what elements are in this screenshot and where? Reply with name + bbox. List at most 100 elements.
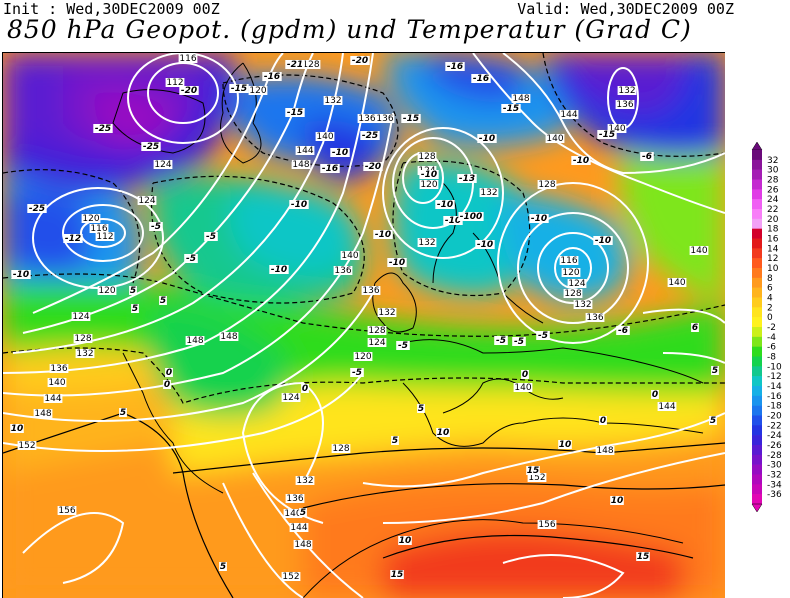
geopotential-label-bg xyxy=(377,308,397,317)
temperature-label: -10 xyxy=(421,170,437,180)
geopotential-label-bg xyxy=(417,238,437,247)
temperature-label: -25 xyxy=(95,124,111,134)
temperature-label-bg xyxy=(165,368,173,377)
legend-swatch xyxy=(752,405,762,416)
geopotential-label: 140 xyxy=(316,132,333,142)
geopotential-label-bg xyxy=(289,523,309,532)
legend-label: 16 xyxy=(767,235,779,245)
geopotential-label: 128 xyxy=(368,326,385,336)
temperature-label-bg xyxy=(536,331,550,340)
geopotential-label: 144 xyxy=(296,146,313,156)
temperature-label: 5 xyxy=(418,404,424,414)
temperature-label: 0 xyxy=(164,380,170,390)
legend-label: -6 xyxy=(767,343,776,353)
temperature-label-bg xyxy=(597,130,617,139)
geopotential-label-bg xyxy=(49,364,69,373)
temperature-label-bg xyxy=(651,390,659,399)
geopotential-label-bg xyxy=(185,336,205,345)
temperature-label-bg xyxy=(390,570,404,579)
temperature-label: -6 xyxy=(618,326,628,336)
legend-swatch xyxy=(752,366,762,377)
geopotential-label: 152 xyxy=(282,572,299,582)
geopotential-label: 128 xyxy=(418,152,435,162)
temperature-legend: 32 30 28 26 24 22 20 18 16 14 12 10 8 6 4 2 0 -2 -4 -6 -8 -10… xyxy=(751,141,790,513)
geopotential-label: 120 xyxy=(562,268,579,278)
geopotential-label-bg xyxy=(323,96,343,105)
geopotential-label: 136 xyxy=(334,266,351,276)
temperature-label-bg xyxy=(119,408,127,417)
geopotential-label-bg xyxy=(137,196,157,205)
geopotential-label-bg xyxy=(353,352,373,361)
temperature-label: -10 xyxy=(332,148,348,158)
geopotential-label: 140 xyxy=(690,246,707,256)
legend-label: 4 xyxy=(767,294,773,304)
geopotential-label: 140 xyxy=(608,124,625,134)
legend-label: -18 xyxy=(767,402,782,412)
geopotential-label-bg xyxy=(357,114,377,123)
temperature-label-bg xyxy=(179,86,199,95)
geopotential-label: 128 xyxy=(74,334,91,344)
temperature-label: -15 xyxy=(403,114,419,124)
temperature-label-bg xyxy=(129,286,137,295)
temperature-label-bg xyxy=(436,428,450,437)
geopotential-label-bg xyxy=(81,214,101,223)
legend-label: -26 xyxy=(767,441,782,451)
temperature-label-bg xyxy=(11,270,31,279)
legend-label: -22 xyxy=(767,421,782,431)
geopotential-label: 140 xyxy=(514,383,531,393)
geopotential-label: 124 xyxy=(568,279,585,289)
legend-label: -2 xyxy=(767,323,776,333)
temperature-label: 10 xyxy=(559,440,572,450)
temperature-label-bg xyxy=(458,212,484,221)
temperature-label: -10 xyxy=(595,236,611,246)
temperature-label: -15 xyxy=(231,84,247,94)
legend-swatch xyxy=(752,199,762,210)
geopotential-label: 140 xyxy=(284,509,301,519)
temperature-label: -10 xyxy=(477,240,493,250)
geopotential-label-bg xyxy=(563,289,583,298)
temperature-label-bg xyxy=(636,552,650,561)
legend-label: -28 xyxy=(767,451,782,461)
header: Init : Wed,30DEC2009 00Z Valid: Wed,30DE… xyxy=(0,0,790,52)
coastlines xyxy=(112,62,704,598)
legend-label: 0 xyxy=(767,313,773,323)
geopotential-label-bg xyxy=(89,224,109,233)
temperature-label-bg xyxy=(475,240,495,249)
legend-swatch xyxy=(752,464,762,475)
geopotential-label-bg xyxy=(33,409,53,418)
geopotential-label: 132 xyxy=(480,188,497,198)
legend-label: -12 xyxy=(767,372,782,382)
temperature-label: -20 xyxy=(181,86,197,96)
init-time: Init : Wed,30DEC2009 00Z xyxy=(3,0,220,18)
legend-swatch xyxy=(752,474,762,485)
temperature-label: -15 xyxy=(503,104,519,114)
legend-top-arrow xyxy=(751,141,763,151)
geopotential-label: 132 xyxy=(574,300,591,310)
temperature-label-bg xyxy=(610,496,624,505)
temperature-label-bg xyxy=(521,370,529,379)
temperature-label: -13 xyxy=(459,174,475,184)
temperature-label-bg xyxy=(262,72,282,81)
geopotential-label: 128 xyxy=(302,60,319,70)
geopotential-label-bg xyxy=(295,146,315,155)
legend-swatch xyxy=(752,445,762,456)
temperature-label-bg xyxy=(558,440,572,449)
legend-swatch xyxy=(752,435,762,446)
geopotential-label-bg xyxy=(301,60,321,69)
temperature-label: 5 xyxy=(710,416,716,426)
geopotential-label: 128 xyxy=(564,289,581,299)
geopotential-label: 112 xyxy=(166,78,183,88)
geopotential-label: 148 xyxy=(186,336,203,346)
temperature-label: -6 xyxy=(642,152,652,162)
temperature-label: -20 xyxy=(352,56,368,66)
temperature-label-bg xyxy=(616,326,630,335)
temperature-label: -5 xyxy=(496,336,506,346)
legend-label: -16 xyxy=(767,392,782,402)
legend-label: -32 xyxy=(767,471,782,481)
geopotential-label-bg xyxy=(47,378,67,387)
geopotential-label: 156 xyxy=(538,520,555,530)
weather-map: 116 112 120 128 132 136 136 140 144 148 124 124 120 1… xyxy=(2,52,725,598)
geopotential-label-bg xyxy=(17,441,37,450)
temperature-label: 0 xyxy=(652,390,658,400)
geopotential-label-bg xyxy=(537,180,557,189)
